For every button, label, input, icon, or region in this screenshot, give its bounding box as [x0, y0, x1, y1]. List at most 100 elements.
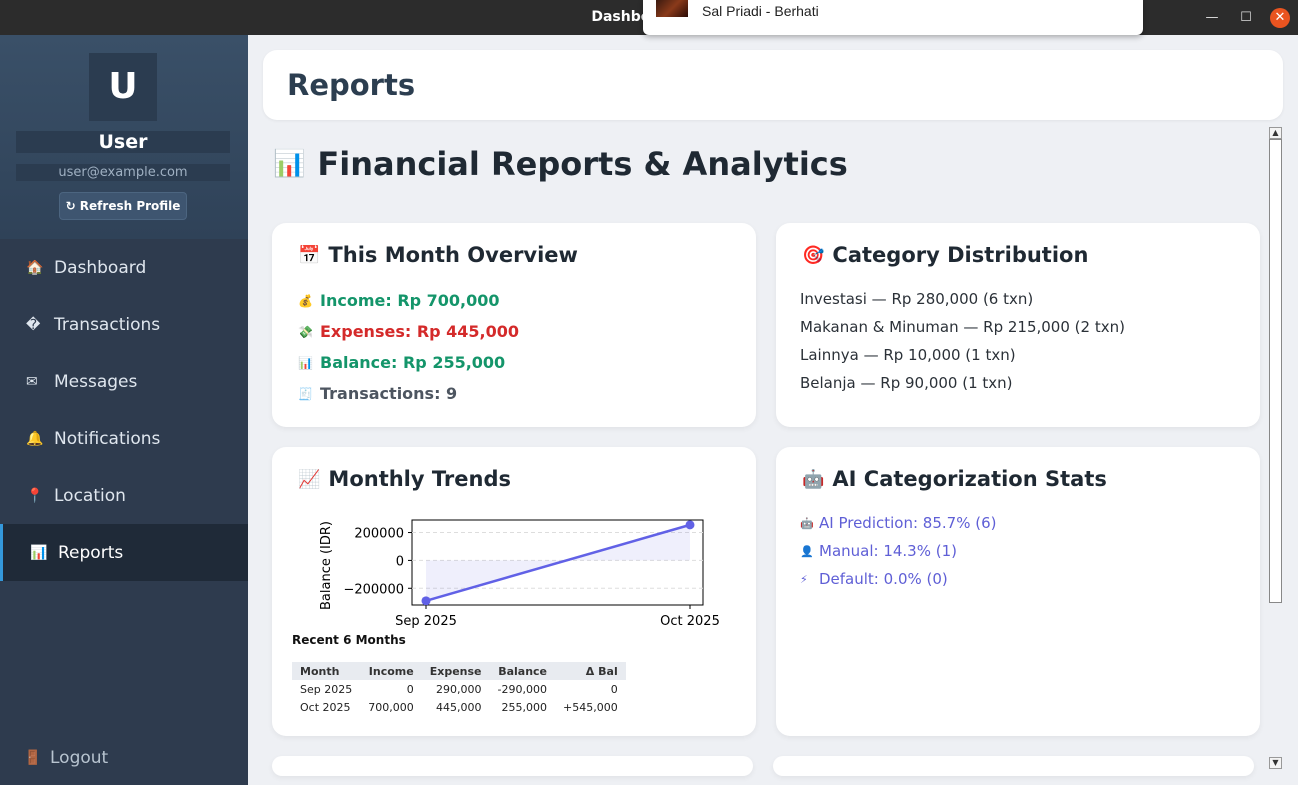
card-title-text: Monthly Trends	[328, 467, 511, 491]
category-distribution-card: 🎯 Category Distribution Investasi — Rp 2…	[776, 223, 1260, 427]
column-header: Δ Bal	[555, 662, 626, 680]
card-title: 🎯 Category Distribution	[802, 243, 1088, 267]
content-scrollbar[interactable]: ▲ ▼	[1269, 127, 1282, 770]
page-header-title: Reports	[287, 68, 416, 102]
month-overview-card: 📅 This Month Overview 💰 Income: Rp 700,0…	[272, 223, 756, 427]
category-item: Lainnya — Rp 10,000 (1 txn)	[800, 346, 1016, 364]
table-cell: +545,000	[563, 700, 618, 714]
profile-section: U User user@example.com ↻ Refresh Profil…	[0, 35, 248, 239]
ai-categorization-card: 🤖 AI Categorization Stats 🤖 AI Predictio…	[776, 447, 1260, 736]
bar-chart-icon: 📊	[298, 355, 313, 370]
ai-stat-item: 👤 Manual: 14.3% (1)	[800, 542, 957, 560]
card-title-text: Category Distribution	[832, 243, 1089, 267]
y-tick-label: 200000	[354, 527, 404, 542]
close-icon[interactable]: ✕	[1270, 8, 1290, 28]
ai-stat-text: Manual: 14.3% (1)	[819, 542, 957, 560]
sidebar-nav: 🏠 Dashboard � Transactions ✉ Messages 🔔 …	[0, 239, 248, 581]
lower-card-left	[272, 756, 753, 776]
column-header: Income	[360, 662, 422, 680]
ai-stat-text: Default: 0.0% (0)	[819, 570, 948, 588]
media-title: Sal Priadi - Berhati	[702, 3, 819, 19]
bar-chart-icon: 📊	[30, 544, 48, 561]
x-tick-label: Sep 2025	[395, 614, 457, 629]
card-title: 🤖 AI Categorization Stats	[802, 467, 1107, 491]
scroll-down-icon[interactable]: ▼	[1269, 757, 1282, 769]
avatar: U	[89, 53, 157, 121]
sidebar-item-messages[interactable]: ✉ Messages	[0, 353, 248, 410]
ai-stat-item: 🤖 AI Prediction: 85.7% (6)	[800, 514, 996, 532]
scroll-up-icon[interactable]: ▲	[1269, 127, 1282, 139]
media-notification[interactable]: Sal Priadi - Berhati	[643, 0, 1143, 35]
lower-card-right	[773, 756, 1254, 776]
category-item: Belanja — Rp 90,000 (1 txn)	[800, 374, 1013, 392]
x-tick-label: Oct 2025	[660, 614, 720, 629]
sidebar-item-label: Notifications	[54, 428, 161, 449]
pin-icon: 📍	[26, 487, 44, 504]
table-cell: 700,000	[368, 700, 414, 714]
sidebar-item-label: Reports	[58, 542, 124, 563]
sidebar-item-reports[interactable]: 📊 Reports	[0, 524, 248, 581]
user-name: User	[16, 131, 230, 153]
income-text: Income: Rp 700,000	[320, 291, 500, 310]
table-cell: Sep 2025	[300, 682, 353, 696]
transactions-line: 🧾 Transactions: 9	[298, 384, 457, 403]
card-title-text: This Month Overview	[328, 243, 578, 267]
sidebar-item-notifications[interactable]: 🔔 Notifications	[0, 410, 248, 467]
bar-chart-icon: 📊	[273, 149, 306, 179]
balance-trend-chart: 200000 0 −200000 Sep 2025 Oct 2025 Balance (I…	[319, 519, 720, 629]
table-cell: Oct 2025	[300, 700, 351, 714]
table-row: Oct 2025 700,000 445,000 255,000 +545,00…	[292, 698, 626, 716]
logout-button[interactable]: 🚪 Logout	[24, 748, 108, 768]
table-row: Sep 2025 0 290,000 -290,000 0	[292, 680, 626, 698]
recent-months-title: Recent 6 Months	[292, 633, 406, 647]
expenses-line: 💸 Expenses: Rp 445,000	[298, 322, 519, 341]
page-header: Reports	[263, 50, 1283, 120]
sidebar-item-label: Dashboard	[54, 257, 147, 278]
column-header: Expense	[421, 662, 490, 680]
recent-months-table: Month Income Expense Balance Δ Bal Sep 2…	[292, 662, 626, 716]
column-header: Balance	[489, 662, 555, 680]
minimize-icon[interactable]: —	[1205, 10, 1219, 25]
table-cell: -290,000	[497, 682, 547, 696]
user-email: user@example.com	[16, 164, 230, 181]
maximize-icon[interactable]: ☐	[1240, 10, 1252, 25]
sidebar-item-dashboard[interactable]: 🏠 Dashboard	[0, 239, 248, 296]
page-title-text: Financial Reports & Analytics	[317, 145, 848, 183]
data-point	[421, 596, 431, 606]
y-axis-label: Balance (IDR)	[319, 521, 334, 610]
envelope-icon: ✉	[26, 373, 38, 390]
bell-icon: 🔔	[26, 430, 44, 447]
column-header: Month	[292, 662, 361, 680]
ai-stat-text: AI Prediction: 85.7% (6)	[819, 514, 997, 532]
sidebar-item-location[interactable]: 📍 Location	[0, 467, 248, 524]
table-cell: 255,000	[501, 700, 548, 714]
robot-icon: 🤖	[802, 468, 825, 490]
table-cell: 0	[406, 682, 414, 696]
refresh-profile-button[interactable]: ↻ Refresh Profile	[59, 192, 187, 220]
lightning-icon: ⚡	[800, 572, 808, 586]
transactions-icon: �	[26, 316, 41, 333]
table-header-row: Month Income Expense Balance Δ Bal	[292, 662, 626, 680]
expenses-text: Expenses: Rp 445,000	[320, 322, 520, 341]
scrollbar-thumb[interactable]	[1269, 139, 1282, 603]
balance-text: Balance: Rp 255,000	[320, 353, 506, 372]
album-art	[656, 0, 688, 17]
money-wings-icon: 💸	[298, 324, 313, 339]
card-title: 📅 This Month Overview	[298, 243, 578, 267]
receipt-icon: 🧾	[298, 386, 313, 401]
category-item: Makanan & Minuman — Rp 215,000 (2 txn)	[800, 318, 1125, 336]
data-point	[685, 520, 695, 530]
table-cell: 290,000	[436, 682, 482, 696]
logout-label: Logout	[50, 748, 109, 768]
robot-icon: 🤖	[800, 516, 814, 530]
sidebar-item-label: Transactions	[54, 314, 161, 335]
door-icon: 🚪	[24, 750, 42, 766]
sidebar-item-transactions[interactable]: � Transactions	[0, 296, 248, 353]
table-cell: 445,000	[436, 700, 482, 714]
sidebar: U User user@example.com ↻ Refresh Profil…	[0, 35, 248, 785]
sidebar-item-label: Messages	[54, 371, 138, 392]
category-item: Investasi — Rp 280,000 (6 txn)	[800, 290, 1034, 308]
monthly-trends-card: 📈 Monthly Trends 200000 0 −200000 Sep 2025 O…	[272, 447, 756, 736]
person-icon: 👤	[800, 544, 814, 558]
table-cell: 0	[610, 682, 618, 696]
